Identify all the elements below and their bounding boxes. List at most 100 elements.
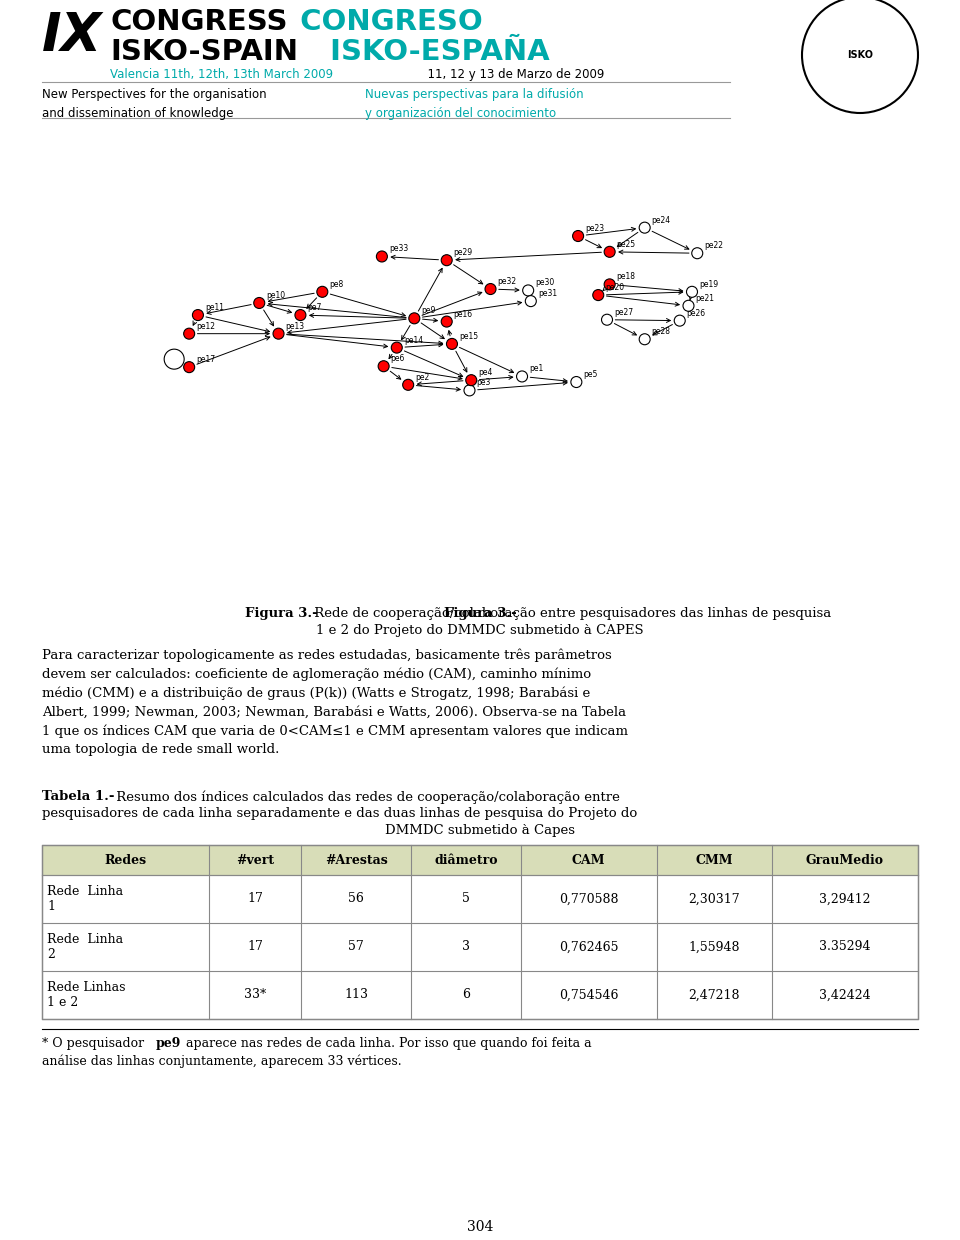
Text: Rede  Linha
1: Rede Linha 1 — [47, 885, 123, 913]
Text: pe3: pe3 — [476, 378, 491, 387]
Circle shape — [485, 284, 496, 295]
Text: pe1: pe1 — [529, 365, 543, 373]
Text: CONGRESS: CONGRESS — [110, 7, 287, 36]
Circle shape — [525, 295, 537, 306]
Text: 5: 5 — [462, 893, 469, 905]
Circle shape — [442, 316, 452, 327]
Text: pe17: pe17 — [196, 355, 215, 365]
Circle shape — [602, 314, 612, 325]
Text: New Perspectives for the organisation
and dissemination of knowledge: New Perspectives for the organisation an… — [42, 88, 267, 119]
Text: 0,770588: 0,770588 — [559, 893, 618, 905]
Text: CONGRESO: CONGRESO — [290, 7, 483, 36]
Bar — [42, 844, 918, 1019]
Text: pe21: pe21 — [695, 294, 714, 303]
Circle shape — [522, 285, 534, 296]
Circle shape — [376, 250, 388, 262]
Circle shape — [183, 329, 195, 340]
Circle shape — [464, 384, 475, 396]
Circle shape — [571, 377, 582, 388]
Text: pe14: pe14 — [404, 336, 423, 345]
Text: 11, 12 y 13 de Marzo de 2009: 11, 12 y 13 de Marzo de 2009 — [420, 68, 605, 81]
Text: 3,42424: 3,42424 — [819, 988, 871, 1002]
Text: ISKO-SPAIN: ISKO-SPAIN — [110, 38, 298, 66]
Text: Rede de cooperação/colaboração entre pesquisadores das linhas de pesquisa: Rede de cooperação/colaboração entre pes… — [310, 608, 831, 620]
Text: pe32: pe32 — [497, 277, 516, 286]
Text: pe5: pe5 — [584, 370, 598, 379]
Text: pe29: pe29 — [454, 248, 473, 257]
Text: pe25: pe25 — [616, 239, 636, 249]
Circle shape — [639, 222, 650, 233]
Text: 304: 304 — [467, 1220, 493, 1234]
Circle shape — [392, 342, 402, 353]
Text: diâmetro: diâmetro — [434, 853, 497, 867]
Circle shape — [683, 300, 694, 311]
Text: Tabela 1.-: Tabela 1.- — [42, 790, 114, 804]
Text: Rede Linhas
1 e 2: Rede Linhas 1 e 2 — [47, 981, 126, 1009]
Text: pe33: pe33 — [389, 244, 408, 253]
Text: pe15: pe15 — [459, 332, 478, 341]
Text: 33*: 33* — [244, 988, 266, 1002]
Circle shape — [686, 286, 698, 298]
Text: pe2: pe2 — [415, 373, 429, 382]
Text: GrauMedio: GrauMedio — [805, 853, 884, 867]
Text: pe13: pe13 — [285, 321, 304, 331]
Circle shape — [572, 231, 584, 242]
Circle shape — [639, 334, 650, 345]
Text: * O pesquisador: * O pesquisador — [42, 1037, 148, 1050]
Text: ISKO: ISKO — [847, 50, 873, 60]
Text: pe26: pe26 — [686, 309, 706, 317]
Text: 17: 17 — [248, 893, 263, 905]
Text: 113: 113 — [344, 988, 368, 1002]
Text: 3,29412: 3,29412 — [819, 893, 871, 905]
Text: DMMDC submetido à Capes: DMMDC submetido à Capes — [385, 825, 575, 837]
Circle shape — [466, 374, 477, 386]
Circle shape — [192, 310, 204, 321]
Text: pe9: pe9 — [421, 306, 436, 315]
Circle shape — [295, 310, 306, 321]
Text: 2,47218: 2,47218 — [688, 988, 740, 1002]
Text: pe10: pe10 — [266, 291, 285, 300]
Text: pe27: pe27 — [614, 308, 634, 316]
Bar — [42, 844, 918, 875]
Circle shape — [183, 362, 195, 373]
Text: análise das linhas conjuntamente, aparecem 33 vértices.: análise das linhas conjuntamente, aparec… — [42, 1054, 401, 1068]
Text: pe24: pe24 — [652, 216, 671, 224]
Text: IX: IX — [42, 10, 103, 62]
Circle shape — [692, 248, 703, 259]
Text: 0,762465: 0,762465 — [559, 940, 618, 954]
Text: pe28: pe28 — [652, 327, 671, 336]
Text: #vert: #vert — [236, 853, 275, 867]
Text: 0,754546: 0,754546 — [559, 988, 618, 1002]
Circle shape — [409, 312, 420, 324]
Circle shape — [442, 254, 452, 265]
Circle shape — [604, 247, 615, 258]
Text: pe8: pe8 — [329, 280, 344, 289]
Circle shape — [317, 286, 327, 298]
Text: Nuevas perspectivas para la difusión
y organización del conocimiento: Nuevas perspectivas para la difusión y o… — [365, 88, 584, 119]
Text: Resumo dos índices calculados das redes de cooperação/colaboração entre: Resumo dos índices calculados das redes … — [112, 790, 620, 804]
Text: Redes: Redes — [105, 853, 147, 867]
Text: 3.35294: 3.35294 — [819, 940, 871, 954]
Text: #Arestas: #Arestas — [324, 853, 388, 867]
Circle shape — [516, 371, 528, 382]
Circle shape — [402, 379, 414, 391]
Text: 1,55948: 1,55948 — [688, 940, 740, 954]
Text: Figura 3.- Rede de cooperação/colaboração entre pesquisadores das linhas de pesq: Figura 3.- Rede de cooperação/colaboraçã… — [186, 608, 774, 620]
Text: 3: 3 — [462, 940, 469, 954]
Text: pe31: pe31 — [538, 289, 557, 298]
Text: Figura 3.-: Figura 3.- — [245, 608, 318, 620]
Text: pe20: pe20 — [605, 283, 624, 293]
Text: 17: 17 — [248, 940, 263, 954]
Text: pe18: pe18 — [616, 273, 636, 281]
Text: pesquisadores de cada linha separadamente e das duas linhas de pesquisa do Proje: pesquisadores de cada linha separadament… — [42, 807, 637, 820]
Text: 56: 56 — [348, 893, 364, 905]
Circle shape — [604, 279, 615, 290]
Text: pe19: pe19 — [699, 280, 718, 289]
Text: pe7: pe7 — [307, 303, 322, 312]
Text: 2,30317: 2,30317 — [688, 893, 740, 905]
Text: pe22: pe22 — [705, 242, 723, 250]
Text: ISKO-ESPAÑA: ISKO-ESPAÑA — [320, 38, 550, 66]
Circle shape — [253, 298, 265, 309]
Circle shape — [378, 361, 389, 372]
Text: 1 e 2 do Projeto do DMMDC submetido à CAPES: 1 e 2 do Projeto do DMMDC submetido à CA… — [316, 624, 644, 637]
